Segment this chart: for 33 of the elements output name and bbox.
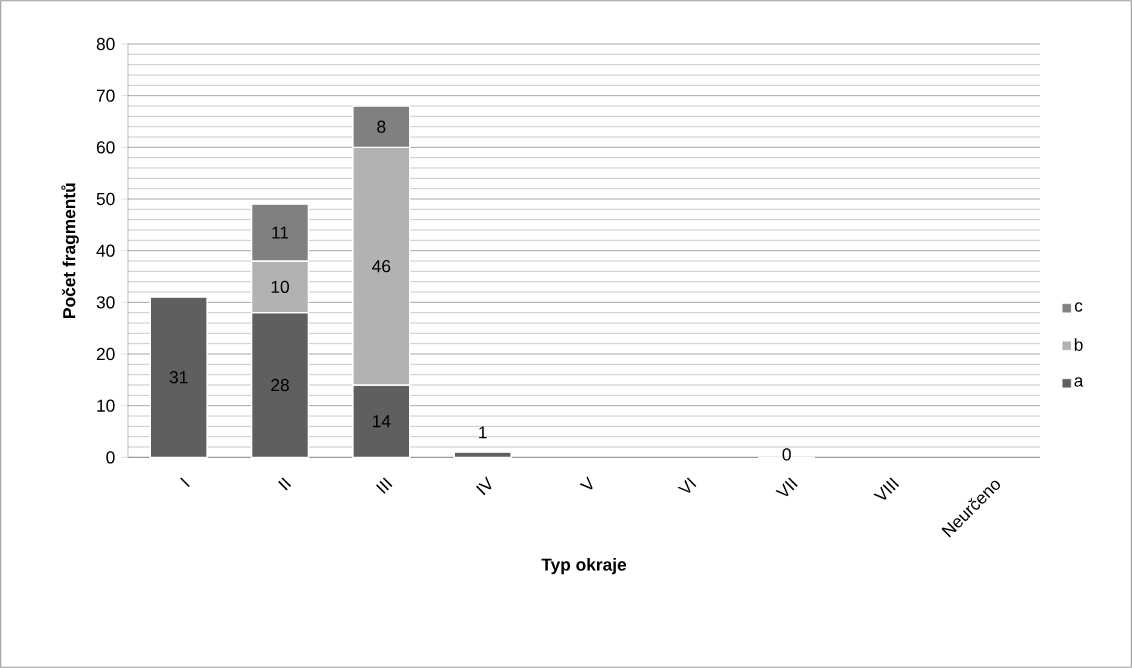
x-tick-label: I	[180, 477, 190, 488]
y-tick-label: 40	[96, 244, 115, 257]
x-axis-title: Typ okraje	[541, 558, 627, 575]
data-label: 0	[782, 448, 791, 461]
y-tick-label: 10	[97, 399, 115, 412]
y-tick-label: 70	[96, 89, 115, 102]
data-label: 31	[169, 371, 188, 384]
y-tick-label: 50	[96, 192, 115, 206]
x-tick-label: IV	[475, 476, 492, 496]
x-tick-label: III	[376, 477, 393, 494]
x-tick-label: VII	[775, 477, 798, 497]
x-tick-label: II	[278, 477, 292, 491]
data-label: 11	[272, 226, 289, 239]
data-label: 46	[372, 260, 391, 273]
y-tick-label: 0	[106, 451, 115, 464]
data-label: 10	[271, 280, 289, 293]
data-label: 28	[271, 378, 289, 392]
y-tick-label: 80	[96, 37, 115, 51]
y-tick-label: 20	[96, 347, 115, 361]
legend-label: a	[1074, 377, 1084, 387]
x-tick-label: V	[579, 476, 593, 490]
data-label: 1	[479, 426, 487, 439]
bar	[453, 451, 512, 458]
bar	[149, 296, 208, 458]
data-label: 14	[373, 415, 391, 428]
data-label: 8	[377, 120, 386, 133]
legend-label: c	[1074, 302, 1083, 312]
x-tick-label: VIII	[873, 477, 900, 500]
legend-label: b	[1074, 338, 1083, 351]
x-tick-label: VI	[677, 477, 697, 493]
y-tick-label: 60	[96, 141, 115, 154]
y-tick-label: 30	[96, 296, 115, 309]
y-axis-title: Počet fragmentů	[61, 183, 79, 318]
